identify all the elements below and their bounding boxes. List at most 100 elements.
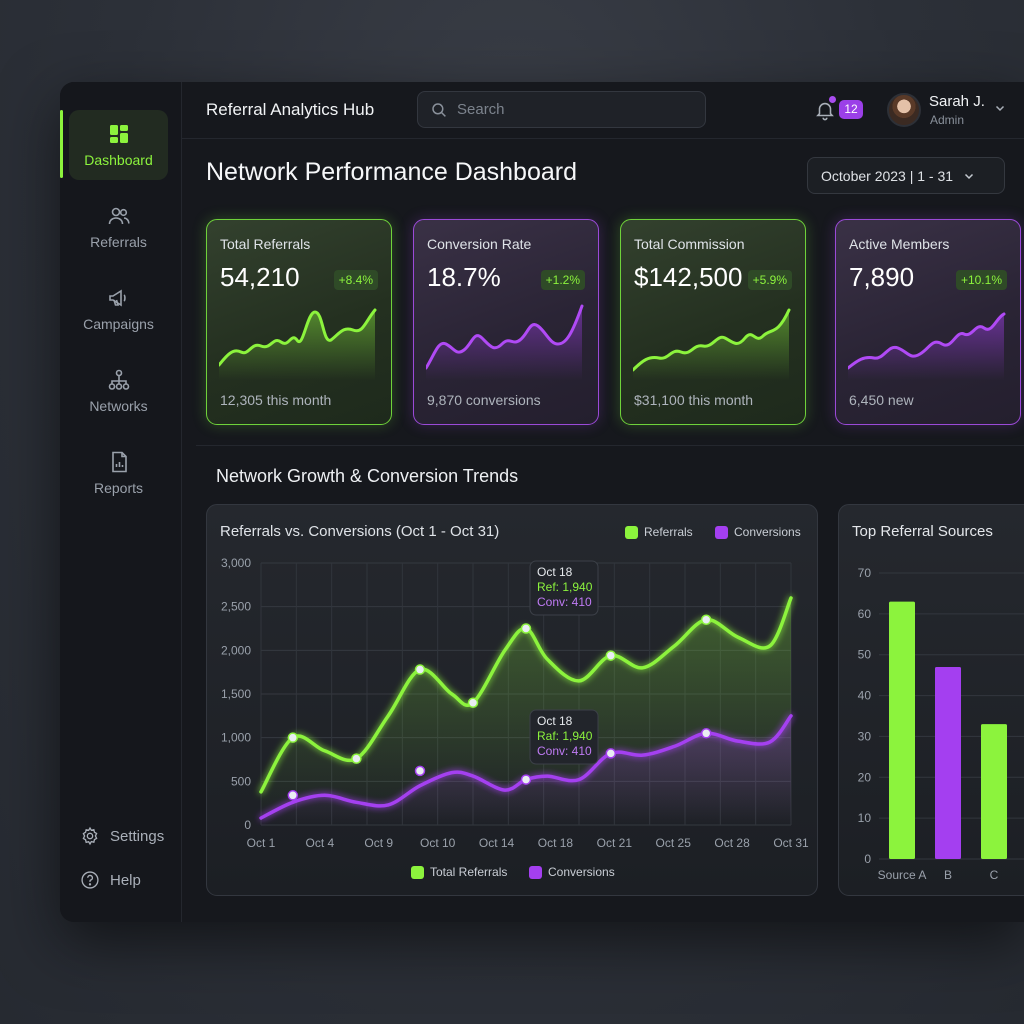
data-point-marker: [605, 748, 617, 759]
user-name[interactable]: Sarah J.: [929, 93, 985, 110]
tooltip-box: [529, 709, 599, 765]
grid-icon: [109, 125, 128, 143]
kpi-value: 54,210: [220, 262, 300, 292]
x-tick-label: Oct 14: [479, 836, 515, 850]
tooltip-text: Raf: 1,940: [537, 729, 593, 743]
x-tick-label: Source A: [878, 868, 927, 882]
sidebar-item-campaigns[interactable]: Campaigns: [69, 274, 168, 344]
sidebar-item-label: Reports: [93, 480, 144, 496]
app-window: Dashboard Referrals Campaigns Networks R…: [60, 82, 1024, 922]
megaphone-icon: [108, 289, 126, 307]
tooltip-text: Oct 18: [537, 714, 573, 728]
y-tick-label: 50: [858, 648, 872, 662]
bar: [935, 666, 961, 859]
kpi-label: Total Commission: [634, 236, 745, 252]
tooltip-text: Oct 18: [537, 565, 573, 579]
avatar[interactable]: [887, 93, 921, 127]
sidebar-item-reports[interactable]: Reports: [69, 438, 168, 508]
legend-swatch: [625, 525, 638, 539]
y-tick-label: 40: [858, 689, 872, 703]
date-range-label: October 2023 | 1 - 31: [821, 167, 954, 184]
kpi-card-conversion-rate[interactable]: Conversion Rate 18.7% +1.2% 9,870 conver…: [413, 219, 599, 425]
bar-chart-title: Top Referral Sources: [852, 523, 993, 540]
notification-dot: [829, 96, 836, 103]
sidebar-item-label: Dashboard: [84, 152, 153, 168]
sidebar-item-dashboard[interactable]: Dashboard: [69, 110, 168, 180]
sparkline-chart: [426, 304, 584, 380]
legend-label: Referrals: [644, 525, 693, 539]
x-tick-label: Oct 25: [656, 836, 692, 850]
tooltip-text: Conv: 410: [537, 744, 592, 758]
x-tick-label: Oct 28: [714, 836, 750, 850]
header-divider: [182, 138, 1024, 139]
search-input[interactable]: [457, 101, 687, 118]
help-icon: [81, 871, 99, 889]
bar: [889, 601, 915, 859]
kpi-card-total-referrals[interactable]: Total Referrals 54,210 +8.4% 12,305 this…: [206, 219, 392, 425]
data-point-marker: [605, 650, 617, 661]
kpi-label: Active Members: [849, 236, 950, 252]
sidebar-item-networks[interactable]: Networks: [69, 356, 168, 426]
y-tick-label: 2,000: [221, 643, 251, 657]
x-tick-label: Oct 4: [306, 836, 335, 850]
kpi-subtext: $31,100 this month: [634, 392, 754, 408]
user-role: Admin: [930, 113, 965, 127]
data-point-marker: [520, 774, 532, 785]
bell-icon[interactable]: [814, 98, 836, 122]
sidebar-item-label: Campaigns: [83, 316, 154, 332]
chart-title: Referrals vs. Conversions (Oct 1 - Oct 3…: [220, 523, 500, 540]
trend-chart-card: 0 500 1,000 1,500 2,000 2,500 3,000 Oct 1 Oct 4 O…: [206, 504, 818, 896]
sidebar-item-label: Networks: [89, 398, 148, 414]
search-bar[interactable]: [417, 91, 706, 128]
sparkline-chart: [848, 312, 1006, 380]
x-tick-label: Oct 1: [247, 836, 276, 850]
sidebar-item-label: Referrals: [90, 234, 147, 250]
gear-icon: [82, 826, 98, 846]
kpi-label: Total Referrals: [220, 236, 311, 252]
data-point-marker: [287, 790, 299, 801]
help-link[interactable]: Help: [80, 870, 141, 890]
sparkline-chart: [633, 308, 791, 380]
y-tick-label: 10: [858, 811, 872, 825]
app-title: Referral Analytics Hub: [206, 100, 375, 119]
x-tick-label: Oct 31: [773, 836, 809, 850]
chevron-down-icon[interactable]: [994, 102, 1006, 114]
chevron-down-icon: [965, 173, 974, 179]
series-area: [261, 715, 791, 825]
kpi-card-active-members[interactable]: Active Members 7,890 +10.1% 6,450 new: [835, 219, 1021, 425]
x-tick-label: C: [990, 868, 999, 882]
network-icon: [108, 369, 129, 390]
kpi-subtext: 12,305 this month: [220, 392, 332, 408]
section-divider: [196, 445, 1024, 446]
x-tick-label: Oct 18: [538, 836, 574, 850]
bar: [981, 724, 1007, 859]
legend-item-referrals[interactable]: Referrals: [625, 525, 693, 539]
legend-item-total-referrals[interactable]: Total Referrals: [411, 865, 507, 879]
kpi-delta-badge: +8.4%: [333, 270, 378, 290]
trend-line-chart[interactable]: 0 500 1,000 1,500 2,000 2,500 3,000 Oct 1 Oct 4 O…: [207, 505, 819, 897]
report-icon: [111, 451, 127, 473]
data-point-marker: [351, 753, 362, 764]
kpi-card-total-commission[interactable]: Total Commission $142,500 +5.9% $31,100 …: [620, 219, 806, 425]
y-tick-label: 1,500: [221, 687, 251, 701]
kpi-delta-badge: +5.9%: [747, 270, 792, 290]
data-point-marker: [414, 664, 426, 675]
kpi-label: Conversion Rate: [427, 236, 532, 252]
legend-item-conversions-bottom[interactable]: Conversions: [529, 865, 615, 879]
top-sources-bar-chart[interactable]: 0 10 20 30 40 50 60 70 Source A B C: [839, 505, 1024, 897]
legend-swatch: [715, 525, 728, 539]
x-tick-label: Oct 21: [597, 836, 633, 850]
settings-link[interactable]: Settings: [80, 826, 164, 846]
kpi-value: 7,890: [849, 262, 915, 292]
y-tick-label: 1,000: [221, 731, 251, 745]
y-tick-label: 3,000: [221, 556, 251, 570]
sidebar-item-referrals[interactable]: Referrals: [69, 192, 168, 262]
y-tick-label: 30: [858, 729, 872, 743]
date-range-picker[interactable]: October 2023 | 1 - 31: [807, 157, 1005, 194]
active-indicator: [60, 110, 63, 178]
sparkline-chart: [219, 308, 377, 380]
section-title: Network Growth & Conversion Trends: [216, 466, 519, 486]
data-point-marker: [414, 765, 426, 777]
legend-item-conversions[interactable]: Conversions: [715, 525, 801, 539]
